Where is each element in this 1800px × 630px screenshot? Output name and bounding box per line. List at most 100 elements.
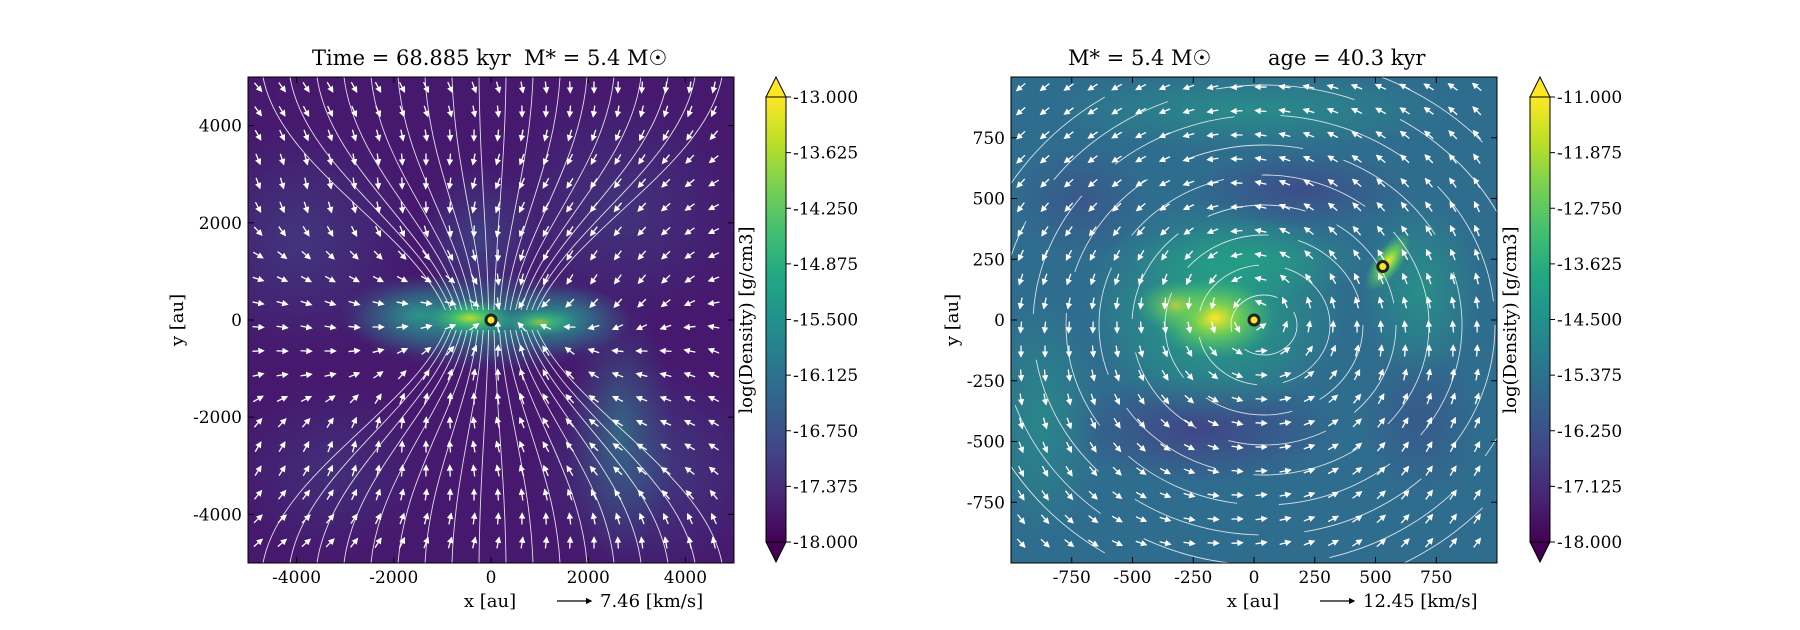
right-y-axis-label: y [au] — [942, 294, 963, 347]
colorbar-tick-label: -11.000 — [1557, 88, 1622, 108]
velocity-vector — [1039, 83, 1050, 92]
velocity-vector — [685, 154, 695, 164]
velocity-vector — [1041, 369, 1049, 382]
velocity-vector — [662, 129, 670, 141]
velocity-vector — [1278, 107, 1291, 115]
velocity-vector — [253, 514, 263, 524]
streamline — [316, 77, 457, 311]
velocity-vector — [1472, 129, 1482, 140]
velocity-vector — [374, 153, 382, 166]
velocity-vector — [1351, 178, 1362, 188]
velocity-vector — [1328, 226, 1338, 236]
velocity-vector — [325, 395, 336, 403]
velocity-vector — [518, 129, 526, 142]
velocity-vector — [1016, 538, 1026, 548]
streamline — [316, 329, 457, 563]
velocity-vector — [542, 153, 549, 166]
velocity-vector — [1230, 276, 1243, 283]
velocity-vector — [1449, 272, 1456, 285]
velocity-vector — [566, 488, 573, 501]
velocity-vector — [707, 228, 720, 235]
velocity-vector — [1065, 466, 1073, 477]
velocity-vector — [566, 202, 574, 213]
velocity-vector — [324, 300, 337, 307]
velocity-vector — [325, 250, 335, 260]
velocity-vector — [684, 466, 695, 475]
y-tick-label: 250 — [973, 250, 1005, 270]
velocity-vector — [1016, 154, 1026, 164]
velocity-vector — [1254, 131, 1267, 139]
velocity-vector — [1111, 540, 1124, 547]
right-axes-ticks: -750 -500 -250 0 250 500 750 -750 -500 -250 0 250 50… — [967, 77, 1497, 588]
velocity-vector — [1087, 107, 1098, 115]
velocity-vector — [1114, 393, 1121, 406]
velocity-vector — [684, 251, 695, 259]
velocity-vector — [686, 130, 694, 141]
colorbar-tick-label: -16.250 — [1557, 422, 1622, 442]
velocity-vector — [1279, 419, 1292, 427]
velocity-vector — [1183, 539, 1196, 547]
y-tick-label: 0 — [231, 311, 242, 331]
left-x-axis-label: x [au] — [464, 591, 516, 612]
velocity-vector — [1303, 467, 1316, 474]
velocity-vector — [1183, 468, 1196, 475]
velocity-vector — [374, 201, 382, 214]
velocity-vector — [1063, 83, 1074, 91]
velocity-vector — [446, 177, 454, 190]
velocity-vector — [1206, 107, 1219, 115]
velocity-vector — [683, 323, 696, 331]
velocity-vector — [1065, 249, 1073, 262]
velocity-vector — [279, 201, 286, 214]
velocity-vector — [374, 393, 382, 404]
velocity-vector — [590, 178, 598, 189]
velocity-vector — [446, 536, 454, 549]
velocity-vector — [1376, 466, 1386, 476]
velocity-vector — [638, 154, 646, 165]
velocity-vector — [374, 512, 382, 525]
velocity-vector — [1111, 131, 1123, 139]
velocity-vector — [637, 226, 647, 236]
velocity-vector — [590, 488, 598, 501]
velocity-vector — [301, 417, 311, 428]
velocity-vector — [1041, 465, 1049, 477]
velocity-vector — [589, 202, 598, 213]
velocity-vector — [1473, 153, 1481, 164]
streamline — [536, 329, 723, 563]
velocity-vector — [1207, 515, 1220, 523]
velocity-vector — [1090, 417, 1097, 430]
velocity-vector — [542, 105, 550, 118]
velocity-vector — [446, 153, 454, 166]
velocity-vector — [659, 324, 672, 331]
velocity-vector — [518, 392, 525, 405]
velocity-vector — [350, 177, 358, 190]
velocity-vector — [1473, 344, 1481, 357]
velocity-vector — [1089, 345, 1097, 358]
velocity-vector — [1278, 179, 1291, 186]
velocity-vector — [1063, 131, 1074, 140]
velocity-vector — [324, 371, 337, 379]
velocity-vector — [398, 416, 406, 429]
velocity-vector — [302, 153, 310, 166]
velocity-vector — [1017, 273, 1024, 286]
velocity-vector — [708, 419, 720, 427]
velocity-vector — [1304, 250, 1314, 260]
velocity-vector — [1159, 492, 1172, 499]
velocity-vector — [494, 368, 502, 381]
velocity-vector — [1134, 83, 1147, 91]
velocity-vector — [709, 130, 719, 141]
velocity-vector — [1329, 320, 1337, 333]
velocity-vector — [1231, 419, 1244, 427]
velocity-vector — [542, 201, 550, 213]
velocity-vector — [1207, 420, 1220, 427]
velocity-vector — [1087, 83, 1098, 91]
velocity-vector — [1424, 537, 1434, 548]
velocity-vector — [1040, 538, 1050, 548]
velocity-vector — [1090, 393, 1097, 406]
velocity-vector — [1158, 108, 1171, 115]
velocity-vector — [1015, 82, 1026, 92]
velocity-vector — [374, 464, 382, 477]
velocity-vector — [494, 129, 502, 142]
velocity-vector — [1113, 273, 1120, 286]
right-density-map — [1011, 77, 1497, 563]
velocity-vector — [1089, 297, 1097, 310]
